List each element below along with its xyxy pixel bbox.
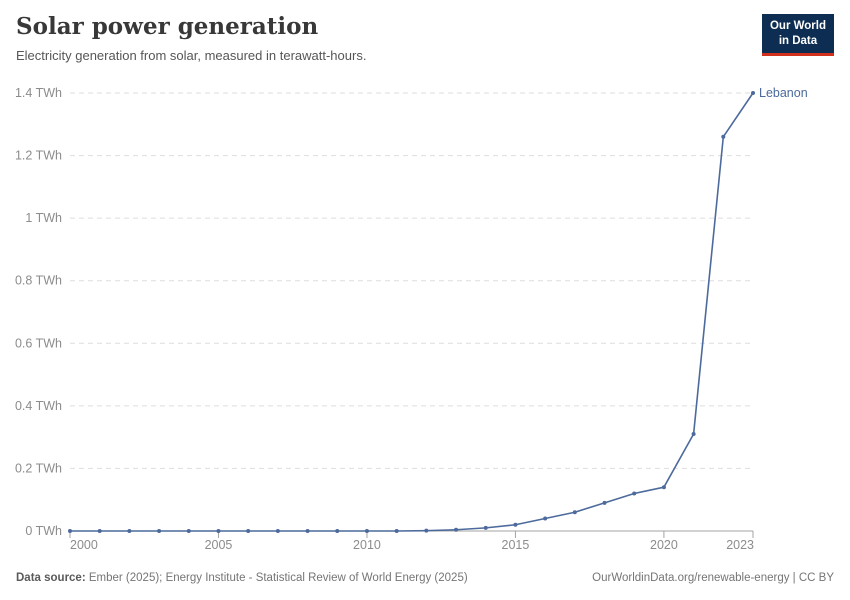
- data-point-2013[interactable]: [454, 527, 459, 532]
- data-point-2004[interactable]: [186, 529, 191, 533]
- x-axis-tick-label: 2000: [70, 538, 98, 552]
- data-point-2011[interactable]: [394, 529, 399, 533]
- data-point-2014[interactable]: [483, 525, 488, 530]
- data-source-note: Data source: Ember (2025); Energy Instit…: [16, 571, 468, 586]
- y-axis-tick-label: 0.6 TWh: [15, 336, 62, 350]
- y-axis-tick-label: 0.4 TWh: [15, 399, 62, 413]
- y-axis-tick-label: 1.2 TWh: [15, 149, 62, 163]
- y-axis-tick-label: 0.8 TWh: [15, 274, 62, 288]
- data-point-2000[interactable]: [68, 529, 72, 533]
- data-point-2002[interactable]: [127, 529, 132, 533]
- y-axis-tick-label: 1 TWh: [25, 211, 62, 225]
- data-point-2023[interactable]: [751, 91, 755, 95]
- data-point-2018[interactable]: [602, 500, 607, 505]
- data-point-2010[interactable]: [364, 529, 369, 533]
- data-point-2022[interactable]: [721, 134, 726, 139]
- owid-logo-line1: Our World: [769, 20, 826, 32]
- chart-header: Solar power generation Electricity gener…: [16, 13, 834, 64]
- series-label-lebanon[interactable]: Lebanon: [759, 86, 808, 100]
- data-point-2017[interactable]: [572, 510, 577, 515]
- y-axis-tick-label: 0.2 TWh: [15, 461, 62, 475]
- data-point-2016[interactable]: [543, 516, 548, 521]
- data-point-2005[interactable]: [216, 529, 221, 533]
- owid-link[interactable]: OurWorldinData.org/renewable-energy | CC…: [592, 572, 834, 585]
- x-axis-tick-label: 2005: [205, 538, 233, 552]
- data-point-2006[interactable]: [246, 529, 251, 533]
- data-point-2021[interactable]: [691, 432, 696, 437]
- data-point-2015[interactable]: [513, 522, 518, 527]
- data-point-2012[interactable]: [424, 528, 429, 533]
- data-point-2009[interactable]: [335, 529, 340, 533]
- data-point-2008[interactable]: [305, 529, 310, 533]
- data-point-2020[interactable]: [661, 485, 666, 490]
- data-source-text: Ember (2025); Energy Institute - Statist…: [85, 572, 468, 585]
- y-axis-tick-label: 0 TWh: [25, 524, 62, 538]
- y-axis-tick-label: 1.4 TWh: [15, 86, 62, 100]
- x-axis-tick-label: 2010: [353, 538, 381, 552]
- owid-logo[interactable]: Our World in Data: [761, 14, 834, 56]
- chart-subtitle: Electricity generation from solar, measu…: [16, 47, 367, 63]
- x-axis-tick-label: 2015: [502, 538, 530, 552]
- data-source-label: Data source:: [16, 572, 86, 585]
- data-point-2001[interactable]: [97, 529, 102, 533]
- x-axis-tick-label: 2023: [726, 538, 754, 552]
- data-point-2007[interactable]: [275, 529, 280, 533]
- header-titles: Solar power generation Electricity gener…: [16, 13, 366, 64]
- page-title: Solar power generation: [16, 13, 319, 40]
- data-point-2019[interactable]: [632, 491, 637, 496]
- line-series-lebanon[interactable]: [69, 92, 754, 532]
- owid-logo-line2: in Data: [778, 34, 818, 47]
- x-axis-tick-label: 2020: [650, 538, 678, 552]
- data-point-2003[interactable]: [157, 529, 162, 533]
- chart-footer: Data source: Ember (2025); Energy Instit…: [16, 571, 834, 586]
